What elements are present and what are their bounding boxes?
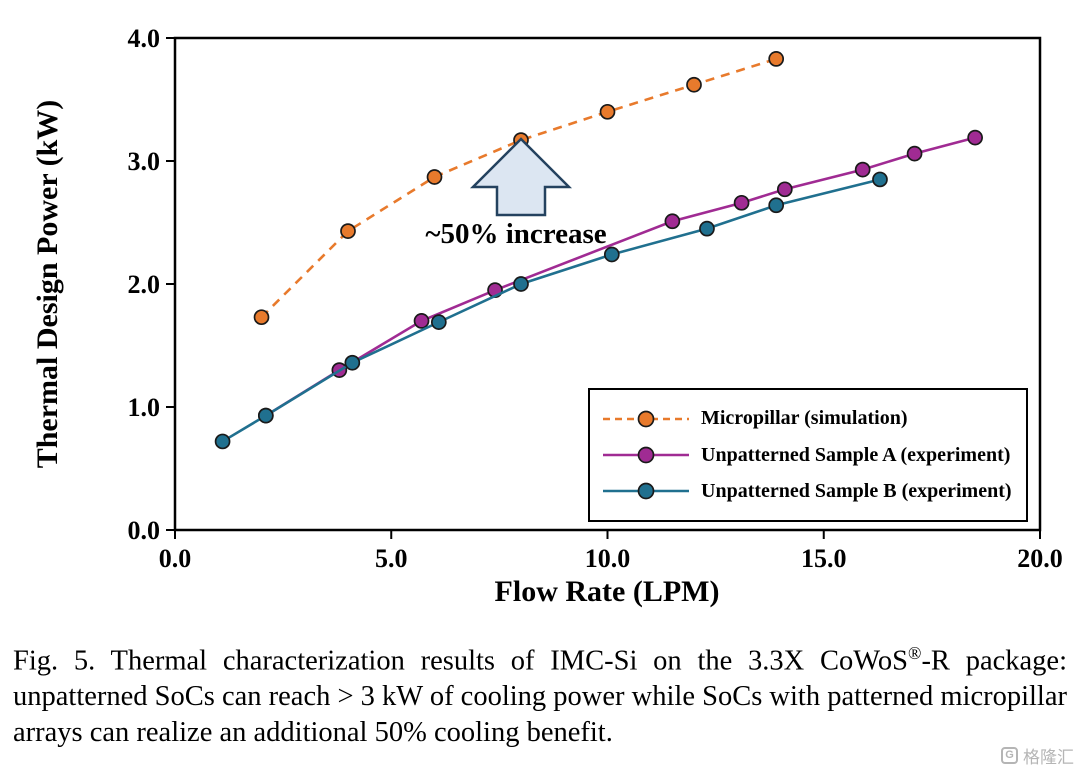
data-point-series-0 [686, 76, 702, 93]
data-point-series-1 [776, 181, 793, 198]
chart-legend: Micropillar (simulation) Unpatterned Sam… [588, 388, 1028, 522]
data-point-series-1 [906, 145, 923, 162]
data-point-series-2 [344, 354, 361, 371]
legend-line-sample-micropillar [603, 410, 689, 428]
data-point-series-0 [253, 309, 270, 326]
data-point-series-0 [599, 103, 616, 120]
legend-entry-sample-a: Unpatterned Sample A (experiment) [600, 444, 1016, 467]
x-tick-label: 20.0 [1017, 544, 1063, 573]
axes: 0.0 5.0 10.0 15.0 20.0 0.0 1.0 2.0 3.0 4.0 [128, 24, 1063, 573]
data-point-series-2 [513, 276, 529, 292]
data-point-series-2 [603, 246, 620, 263]
legend-label-micropillar: Micropillar (simulation) [701, 407, 908, 430]
legend-label-sample-b: Unpatterned Sample B (experiment) [701, 479, 1012, 502]
data-point-series-0 [426, 169, 443, 185]
y-tick-label: 2.0 [128, 270, 161, 299]
y-tick-label: 0.0 [128, 516, 161, 545]
x-tick-label: 10.0 [585, 544, 631, 573]
legend-entry-micropillar: Micropillar (simulation) [600, 407, 1016, 430]
data-point-series-0 [340, 223, 356, 239]
data-point-series-1 [967, 129, 983, 146]
data-point-series-2 [214, 433, 231, 450]
y-axis-title: Thermal Design Power (kW) [31, 100, 64, 469]
data-point-series-2 [872, 171, 888, 188]
data-point-series-2 [699, 220, 715, 237]
legend-line-sample-b [603, 482, 689, 500]
caption-text-2: -R package: unpatterned SoCs can reach >… [13, 645, 1067, 749]
y-tick-label: 1.0 [128, 393, 161, 422]
chart-svg: 0.0 5.0 10.0 15.0 20.0 0.0 1.0 2.0 3.0 4.0 ~50% i… [31, 24, 1063, 608]
watermark: G 格隆汇 [1001, 743, 1074, 768]
series [214, 51, 983, 450]
legend-entry-sample-b: Unpatterned Sample B (experiment) [600, 480, 1016, 503]
data-point-series-1 [413, 313, 430, 329]
gelonghui-logo-icon: G [1001, 747, 1018, 764]
x-tick-label: 5.0 [375, 544, 408, 573]
series-line-1 [265, 136, 976, 417]
data-point-series-2 [257, 407, 274, 424]
data-point-series-2 [768, 197, 785, 214]
x-tick-label: 0.0 [159, 544, 192, 573]
watermark-text: 格隆汇 [1023, 748, 1074, 767]
x-axis-title: Flow Rate (LPM) [495, 575, 720, 608]
caption-text-1: Fig. 5. Thermal characterization results… [13, 645, 909, 677]
y-tick-label: 4.0 [128, 24, 161, 53]
x-tick-label: 15.0 [801, 544, 847, 573]
figure-caption: Fig. 5. Thermal characterization results… [13, 642, 1067, 751]
data-point-series-2 [430, 314, 447, 330]
registered-trademark-symbol: ® [908, 643, 922, 663]
legend-line-sample-a [603, 446, 689, 464]
data-point-series-1 [664, 213, 681, 230]
data-point-series-1 [854, 161, 871, 178]
legend-label-sample-a: Unpatterned Sample A (experiment) [701, 443, 1011, 466]
annotation-text: ~50% increase [425, 218, 606, 250]
data-point-series-0 [768, 51, 785, 67]
y-tick-label: 3.0 [128, 147, 161, 176]
figure-chart: 0.0 5.0 10.0 15.0 20.0 0.0 1.0 2.0 3.0 4.0 ~50% i… [31, 24, 1063, 608]
increase-arrow [469, 137, 573, 217]
data-point-series-1 [733, 194, 750, 211]
